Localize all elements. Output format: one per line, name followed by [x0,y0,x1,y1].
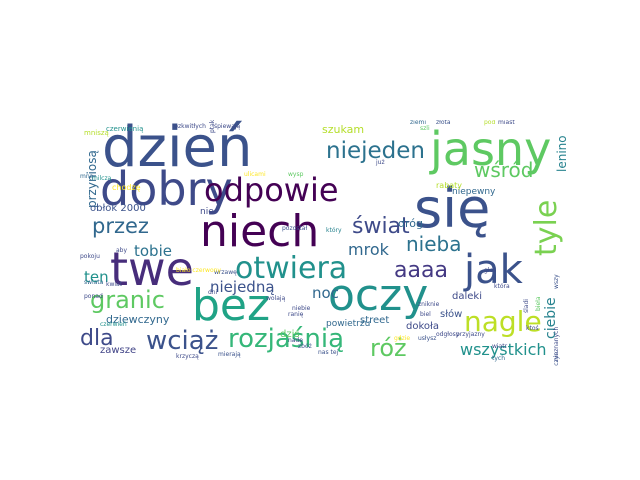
word-dzis: dziś [280,329,300,340]
word-ulicami: ulicami [244,171,266,178]
word-rozjasnia: rozjaśnią [228,324,345,354]
word-pozostal: pozostał [282,225,308,232]
word-wrzawe: wrzawę [214,269,237,276]
word-tobie: tobie [134,242,172,260]
word-kwiat: kwiat [106,281,123,288]
word-dziewczyny: dziewczyny [106,313,170,326]
word-spiewaja: śpiewają [214,123,241,130]
word-aby: aby [116,247,128,254]
word-ten: ten [84,268,109,286]
word-cloud: dzień jasny się dobry niech oczy bez twe odpowie… [80,120,572,366]
word-ktory: który [326,227,342,234]
word-sladi: śladi [523,299,530,314]
word-przez: przez [92,214,149,238]
word-miast: miast [498,120,515,126]
word-wolaja: wolają [266,295,286,302]
word-pod: pod [484,120,496,126]
word-zawsze: zawsze [100,345,137,356]
word-nade: nade [288,337,303,344]
word-wciaz: wciąż [146,326,219,356]
word-krzycza: krzyczą [176,353,199,360]
word-dziewczyn: dziewczyn [553,352,560,366]
word-roz: róż [370,334,407,362]
word-nagle: nagle [464,305,542,338]
word-niejedna: niejedną [210,278,275,296]
word-oczy: oczy [328,270,429,321]
word-jasny: jasny [430,122,552,176]
word-aaaa: aaaa [394,258,448,283]
word-dokola: dokoła [406,321,439,332]
word-wsrod: wśród [474,158,534,182]
word-ponad: ponad [84,293,103,300]
word-tych: tych [492,355,506,362]
word-granic: granic [90,286,165,314]
word-powietrzu: powietrzu [326,319,371,329]
word-lenino: lenino [555,135,569,173]
word-dzien: dzień [102,120,253,180]
word-nas-tej: nas tej [318,349,339,356]
word-nieba: nieba [406,232,462,256]
word-bez: bez [192,280,271,331]
word-street: street [360,315,390,326]
word-czerwien: czerwień [100,321,127,328]
word-nie: nie [200,207,214,217]
word-ranie: ranię [288,311,304,318]
word-jak: jak [464,247,523,293]
word-odpowie: odpowie [204,171,339,209]
word-chodze: chodzę [112,183,141,192]
word-pokoju: pokoju [80,253,100,260]
word-bialo-czerwony: biało czerwony [176,267,221,274]
word-wszystkich: wszystkich [460,340,547,359]
word-mna: mną [80,173,94,180]
word-daleki: daleki [452,291,482,302]
word-gdzie: gdzie [394,335,411,342]
word-biel: biel [420,311,431,318]
word-wszy: wszy [553,274,560,290]
word-noc: noc [312,284,339,302]
word-slow: słów [440,309,463,320]
word-ktora: która [494,283,510,290]
word-przyjazny: przyjazny [456,331,485,338]
word-czerwienia: czerwienią [106,125,144,133]
word-zniknie: zniknie [418,301,440,308]
word-niejeden: niejeden [326,138,425,164]
word-mnisza: mniszą [84,129,109,137]
word-rabaty: rabaty [436,181,463,190]
word-odglosy: odgłosy [436,331,460,338]
word-drog: dróg [398,217,423,230]
word-dla: dla [80,326,114,351]
word-tyle: tyle [529,199,564,256]
word-dni: dni [208,289,218,296]
word-rozkwitlych: rozkwitłych [172,123,206,130]
word-niepewny: niepewny [452,187,496,197]
word-otwiera: otwiera [235,251,348,286]
word-niebie: niebie [292,305,311,312]
word-szukam: szukam [322,123,365,136]
word-wiatr: wiatr [492,343,508,350]
word-swiat: świat [352,214,410,239]
word-dobry: dobry [100,162,233,216]
word-ptakow: ptaków [209,120,216,134]
word-uslysz: usłysz [418,335,437,342]
word-wysp: wysp [288,171,304,178]
word-ziemi: ziemi [410,120,427,126]
word-oblok-2000: obłok 2000 [90,203,146,214]
word-mieraja: mierają [218,351,241,358]
word-zboz: zbóż [298,343,312,350]
word-glos: głoś [484,267,497,274]
word-szli: szli [420,125,430,132]
word-juz: już [376,159,385,166]
word-mrok: mrok [348,240,389,259]
word-twe: twe [110,242,194,296]
word-niech: niech [200,206,320,257]
word-biela: bieła [535,296,542,312]
word-ktos: ktoś [526,325,539,332]
word-swiata: świata [84,279,104,286]
word-sie: się [414,177,491,240]
word-zlota: złota [436,120,451,126]
word-milcza: milczą [92,175,112,182]
